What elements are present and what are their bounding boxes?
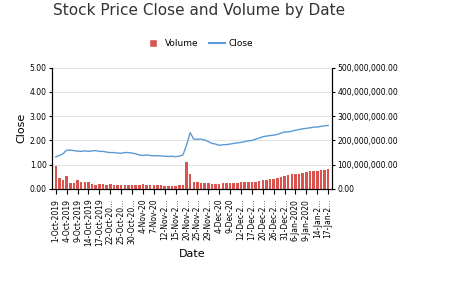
Bar [73, 183, 75, 189]
Bar [221, 183, 224, 189]
Bar [131, 185, 133, 189]
Bar [301, 173, 304, 189]
Bar [262, 180, 264, 189]
Bar [153, 185, 155, 189]
Bar [182, 185, 184, 189]
Bar [55, 166, 57, 189]
Bar [124, 185, 126, 189]
Bar [218, 184, 220, 189]
X-axis label: Date: Date [179, 249, 205, 259]
Bar [240, 182, 242, 189]
Bar [316, 171, 319, 189]
Bar [94, 185, 97, 189]
Bar [105, 185, 108, 189]
Bar [189, 174, 191, 189]
Bar [138, 185, 141, 189]
Legend: Volume, Close: Volume, Close [141, 36, 257, 52]
Bar [309, 171, 311, 189]
Bar [62, 180, 64, 189]
Bar [83, 182, 86, 189]
Bar [273, 179, 275, 189]
Text: Stock Price Close and Volume by Date: Stock Price Close and Volume by Date [53, 3, 345, 18]
Bar [251, 182, 253, 189]
Bar [247, 182, 249, 189]
Bar [287, 175, 290, 189]
Bar [243, 182, 246, 189]
Bar [142, 184, 144, 189]
Bar [69, 183, 72, 189]
Bar [236, 183, 238, 189]
Bar [269, 179, 271, 189]
Bar [265, 180, 268, 189]
Bar [294, 174, 297, 189]
Bar [327, 169, 329, 189]
Bar [102, 184, 104, 189]
Bar [160, 185, 163, 189]
Bar [280, 177, 282, 189]
Bar [225, 183, 228, 189]
Bar [196, 182, 199, 189]
Bar [305, 172, 308, 189]
Bar [171, 186, 173, 189]
Bar [58, 178, 61, 189]
Bar [232, 183, 235, 189]
Bar [156, 185, 159, 189]
Bar [200, 183, 202, 189]
Bar [291, 174, 293, 189]
Bar [164, 186, 166, 189]
Bar [113, 185, 115, 189]
Bar [76, 180, 79, 189]
Bar [127, 185, 130, 189]
Bar [214, 184, 217, 189]
Bar [210, 184, 213, 189]
Bar [229, 183, 231, 189]
Bar [87, 182, 90, 189]
Bar [98, 184, 100, 189]
Bar [146, 185, 148, 189]
Bar [254, 182, 257, 189]
Bar [149, 185, 152, 189]
Bar [174, 186, 177, 189]
Y-axis label: Close: Close [17, 113, 27, 144]
Bar [203, 183, 206, 189]
Bar [116, 185, 119, 189]
Bar [283, 176, 286, 189]
Bar [207, 183, 210, 189]
Bar [109, 184, 111, 189]
Bar [276, 178, 279, 189]
Bar [167, 186, 170, 189]
Bar [319, 170, 322, 189]
Bar [135, 185, 137, 189]
Bar [323, 169, 326, 189]
Bar [91, 184, 93, 189]
Bar [192, 182, 195, 189]
Bar [65, 176, 68, 189]
Bar [120, 185, 122, 189]
Bar [298, 174, 301, 189]
Bar [185, 162, 188, 189]
Bar [178, 185, 181, 189]
Bar [258, 181, 260, 189]
Bar [80, 182, 82, 189]
Bar [312, 171, 315, 189]
